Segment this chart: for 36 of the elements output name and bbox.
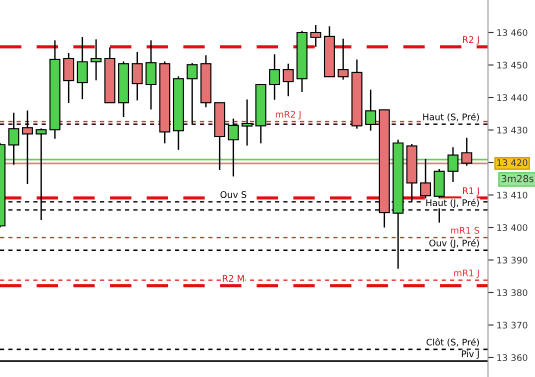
ref-line-label: Clôt (S, Pré)	[426, 338, 479, 347]
y-tick-label: 13 380	[497, 289, 528, 296]
candlestick	[146, 40, 156, 110]
ref-line-label: Haut (S, Pré)	[423, 112, 479, 122]
ref-line-label: R2 J	[463, 36, 479, 45]
y-tick-label: 13 440	[497, 94, 528, 102]
y-tick-label: 13 430	[497, 126, 528, 134]
ref-line-label: Ouv S	[220, 191, 246, 198]
candlestick	[269, 54, 280, 100]
y-tick-label: 13 410	[497, 192, 528, 199]
candlestick	[310, 24, 322, 48]
ref-line-label: mR2 J	[276, 110, 301, 120]
y-tick-label: 13 400	[497, 224, 528, 232]
candlestick	[448, 146, 458, 183]
candlestick	[76, 36, 88, 100]
candlestick	[420, 158, 432, 201]
candlestick	[90, 38, 102, 81]
y-tick-label: 13 460	[497, 29, 528, 36]
ref-line-label: mR1 J	[454, 270, 479, 278]
y-tick-label: 13 360	[497, 354, 528, 362]
candlestick	[132, 51, 143, 102]
ref-line-label: R2 M	[222, 275, 244, 282]
candlestick	[282, 63, 294, 97]
candlestick	[63, 52, 74, 104]
y-tick-label: 13 370	[497, 322, 528, 329]
y-tick-label: 13 390	[497, 256, 528, 264]
ref-line-label: Piv J	[462, 350, 479, 359]
ref-line-label: Haut (J, Pré)	[426, 198, 479, 208]
ref-line-label: R1 J	[463, 187, 479, 196]
candlestick	[338, 38, 349, 80]
candlestick	[461, 137, 472, 166]
ref-line-label: mR1 S	[451, 226, 480, 234]
ref-line-label: Ouv (J, Pré)	[429, 239, 479, 248]
y-tick-label: 13 450	[497, 62, 528, 69]
y-tick-label: 13 420	[497, 159, 528, 166]
text: 3m28s	[502, 174, 534, 182]
